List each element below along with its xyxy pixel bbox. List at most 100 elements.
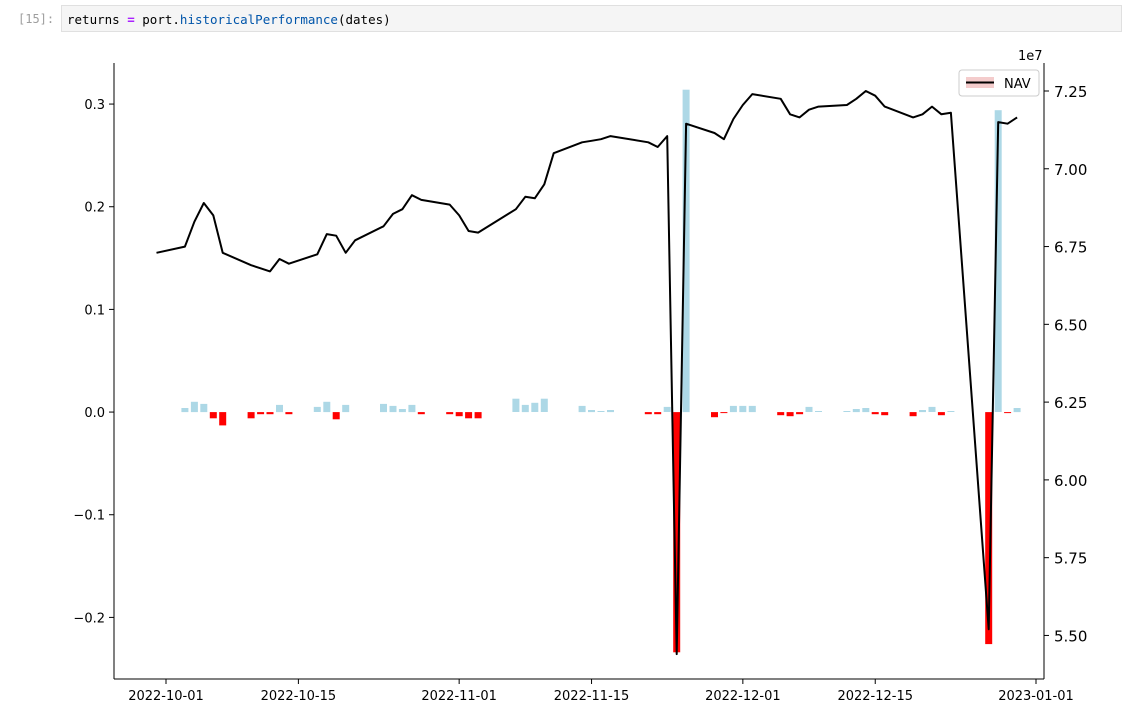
returns-bars <box>181 89 1021 653</box>
return-bar <box>871 412 879 415</box>
x-tick-label: 2023-01-01 <box>998 689 1074 704</box>
code-operator: = <box>127 12 135 27</box>
return-bar <box>323 401 331 413</box>
return-bar <box>342 404 350 413</box>
return-bar <box>455 412 463 417</box>
y2-tick-label: 6.00 <box>1054 472 1087 490</box>
y2-tick-label: 6.50 <box>1054 316 1087 334</box>
return-bar <box>512 398 520 412</box>
y2-tick-label: 7.25 <box>1054 83 1087 101</box>
return-bar <box>285 412 293 415</box>
return-bar <box>720 412 728 414</box>
return-bar <box>852 409 860 413</box>
nav-series-line <box>156 90 1018 656</box>
return-bar <box>540 398 548 412</box>
y2-tick-label: 6.75 <box>1054 239 1087 257</box>
return-bar <box>805 406 813 412</box>
return-bar <box>597 411 605 412</box>
return-bar <box>947 411 955 412</box>
x-tick-label: 2022-12-15 <box>837 689 913 704</box>
cell-prompt: [15]: <box>18 12 55 26</box>
return-bar <box>219 412 227 426</box>
y-tick-label: 0.3 <box>84 98 105 113</box>
return-bar <box>446 412 454 415</box>
return-bar <box>408 404 416 413</box>
return-bar <box>607 410 614 413</box>
return-bar <box>739 405 747 413</box>
x-tick-label: 2022-11-01 <box>421 689 497 704</box>
return-bar <box>663 406 671 412</box>
code-line: returns = port.historicalPerformance(dat… <box>67 12 391 27</box>
return-bar <box>588 410 595 413</box>
return-bar <box>332 412 340 420</box>
return-bar <box>521 404 529 413</box>
return-bar <box>1013 408 1021 413</box>
return-bar <box>985 412 993 645</box>
return-bar <box>200 403 208 413</box>
legend-label: NAV <box>1004 77 1031 92</box>
y-tick-label: 0.1 <box>84 303 105 318</box>
return-bar <box>417 412 425 415</box>
axes: 0.3 0.2 0.1 0.0 −0.1 −0.2 7.25 7.00 6.75 6.50 6.25… <box>73 49 1087 704</box>
nav-line <box>156 90 1018 656</box>
return-bar <box>786 412 794 417</box>
return-bar <box>796 412 804 415</box>
x-tick-label: 2022-12-01 <box>705 689 781 704</box>
return-bar <box>919 410 926 413</box>
return-bar <box>748 405 756 413</box>
y-tick-label: 0.0 <box>84 406 105 421</box>
return-bar <box>673 412 681 653</box>
y-tick-label: −0.1 <box>73 509 105 524</box>
return-bar <box>644 412 652 415</box>
return-bar <box>937 412 945 416</box>
return-bar <box>682 89 690 413</box>
return-bar <box>247 412 255 419</box>
legend-box <box>958 69 1040 97</box>
code-object: port. <box>142 12 180 27</box>
y2-tick-label: 6.25 <box>1054 394 1087 412</box>
return-bar <box>729 405 737 413</box>
return-bar <box>313 406 321 412</box>
x-tick-label: 2022-10-01 <box>128 689 204 704</box>
return-bar <box>389 405 397 413</box>
y2-offset-label: 1e7 <box>1018 49 1043 64</box>
return-bar <box>909 412 917 417</box>
returns-nav-chart: 0.3 0.2 0.1 0.0 −0.1 −0.2 7.25 7.00 6.75 6.50 6.25… <box>73 49 1087 704</box>
return-bar <box>843 411 851 412</box>
y2-tick-label: 7.00 <box>1054 161 1087 179</box>
code-input[interactable]: returns = port.historicalPerformance(dat… <box>61 5 1122 32</box>
return-bar <box>815 411 822 412</box>
return-bar <box>276 404 283 413</box>
y-tick-label: 0.2 <box>84 201 105 216</box>
x-tick-label: 2022-11-15 <box>554 689 630 704</box>
return-bar <box>578 405 586 413</box>
return-bar <box>711 412 718 418</box>
return-bar <box>474 412 482 419</box>
return-bar <box>380 403 387 413</box>
notebook-cell: [15]: returns = port.historicalPerforman… <box>0 0 1123 40</box>
return-bar <box>266 412 274 415</box>
code-args: (dates) <box>337 12 391 27</box>
return-bar <box>881 412 889 416</box>
plot-area <box>114 63 1044 679</box>
return-bar <box>994 110 1002 412</box>
code-var: returns <box>67 12 120 27</box>
return-bar <box>777 412 785 416</box>
x-tick-label: 2022-10-15 <box>261 689 337 704</box>
return-bar <box>181 408 189 413</box>
return-bar <box>465 412 473 419</box>
y2-tick-label: 5.75 <box>1054 550 1087 568</box>
return-bar <box>862 408 870 413</box>
return-bar <box>190 401 198 413</box>
legend: NAV <box>958 69 1040 97</box>
return-bar <box>654 412 662 415</box>
y-tick-label: −0.2 <box>73 611 105 626</box>
return-bar <box>1004 412 1012 414</box>
return-bar <box>928 406 936 412</box>
y2-tick-label: 5.50 <box>1054 627 1087 645</box>
return-bar <box>257 412 265 415</box>
code-function: historicalPerformance <box>179 12 338 27</box>
return-bar <box>209 412 217 419</box>
return-bar <box>531 402 539 412</box>
return-bar <box>398 409 406 413</box>
